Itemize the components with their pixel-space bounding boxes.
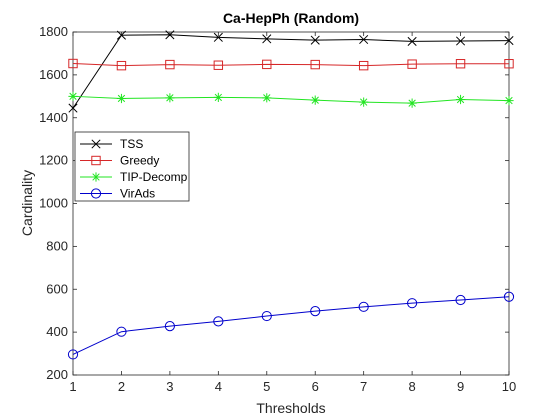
x-marker [310, 35, 320, 45]
y-tick-label: 1600 [39, 67, 68, 82]
y-tick-label: 1000 [39, 196, 68, 211]
x-axis: 1 2 3 4 5 6 7 8 9 10 [69, 32, 516, 394]
square-marker [358, 60, 369, 71]
x-tick-label: 8 [408, 379, 415, 394]
y-tick-label: 800 [46, 238, 68, 253]
y-axis: 200 400 600 800 1000 1200 1400 1600 1800 [39, 24, 509, 382]
square-marker [504, 59, 514, 69]
star-marker [455, 94, 466, 105]
square-marker [262, 59, 272, 70]
x-tick-label: 6 [312, 379, 319, 394]
star-marker [68, 91, 78, 101]
series-tip-decomp [68, 91, 514, 108]
circle-marker [310, 306, 321, 317]
square-marker [310, 59, 320, 70]
x-tick-label: 10 [502, 379, 516, 394]
x-marker [359, 34, 369, 45]
series-line [72, 63, 509, 67]
star-marker [407, 98, 417, 108]
star-marker [310, 95, 320, 105]
x-tick-label: 4 [215, 379, 222, 394]
square-marker [213, 60, 224, 70]
series-layer [67, 30, 515, 360]
legend-label: VirAds [120, 187, 155, 201]
star-marker [165, 93, 175, 103]
square-marker [165, 59, 175, 70]
legend-item: TSS [80, 137, 143, 151]
series-line [72, 95, 510, 104]
x-marker [91, 139, 101, 149]
legend-item: TIP-Decomp [80, 170, 188, 184]
series-tss [68, 30, 514, 113]
square-marker [91, 155, 101, 166]
legend-label: Greedy [120, 154, 159, 168]
y-axis-label: Cardinality [19, 170, 35, 236]
x-tick-label: 3 [166, 379, 173, 394]
star-marker [91, 172, 101, 182]
x-marker [213, 32, 223, 42]
y-tick-label: 1800 [39, 24, 68, 39]
star-marker [116, 93, 127, 104]
circle-marker [455, 294, 466, 306]
circle-marker [213, 316, 224, 327]
circle-marker [407, 298, 418, 309]
star-marker [262, 93, 272, 103]
x-marker [407, 36, 417, 46]
x-tick-label: 1 [69, 379, 76, 394]
star-marker [504, 95, 514, 106]
circle-marker [90, 188, 102, 199]
x-marker [504, 36, 514, 46]
circle-marker [261, 310, 272, 322]
star-marker [359, 97, 369, 107]
circle-marker [116, 326, 127, 337]
square-marker [116, 60, 127, 71]
x-marker [165, 30, 175, 40]
circle-marker [358, 301, 369, 312]
legend-label: TIP-Decomp [120, 170, 188, 184]
chart-title: Ca-HepPh (Random) [223, 10, 359, 26]
x-marker [68, 103, 78, 113]
x-tick-label: 7 [360, 379, 367, 394]
x-tick-label: 9 [457, 379, 464, 394]
legend-item: VirAds [80, 187, 155, 201]
y-tick-label: 200 [46, 367, 68, 382]
legend-item: Greedy [80, 154, 159, 168]
square-marker [68, 58, 78, 69]
y-tick-label: 400 [46, 324, 68, 339]
plot-area [72, 31, 510, 376]
circle-marker [67, 349, 79, 360]
y-tick-label: 1400 [39, 110, 68, 125]
star-marker [213, 92, 223, 103]
series-line [72, 296, 510, 355]
y-tick-label: 600 [46, 281, 68, 296]
legend: TSS Greedy TIP-Decomp VirAds [74, 131, 190, 202]
square-marker [455, 59, 466, 69]
series-line [72, 34, 510, 109]
series-virads [67, 291, 515, 360]
x-marker [116, 30, 126, 40]
series-greedy [68, 58, 514, 71]
y-tick-label: 1200 [39, 153, 68, 168]
legend-label: TSS [120, 137, 143, 151]
x-tick-label: 5 [263, 379, 270, 394]
x-marker [456, 36, 466, 46]
x-axis-label: Thresholds [256, 400, 325, 416]
circle-marker [503, 291, 515, 302]
circle-marker [164, 321, 175, 332]
x-marker [262, 34, 272, 44]
x-tick-label: 2 [118, 379, 125, 394]
square-marker [407, 59, 417, 69]
